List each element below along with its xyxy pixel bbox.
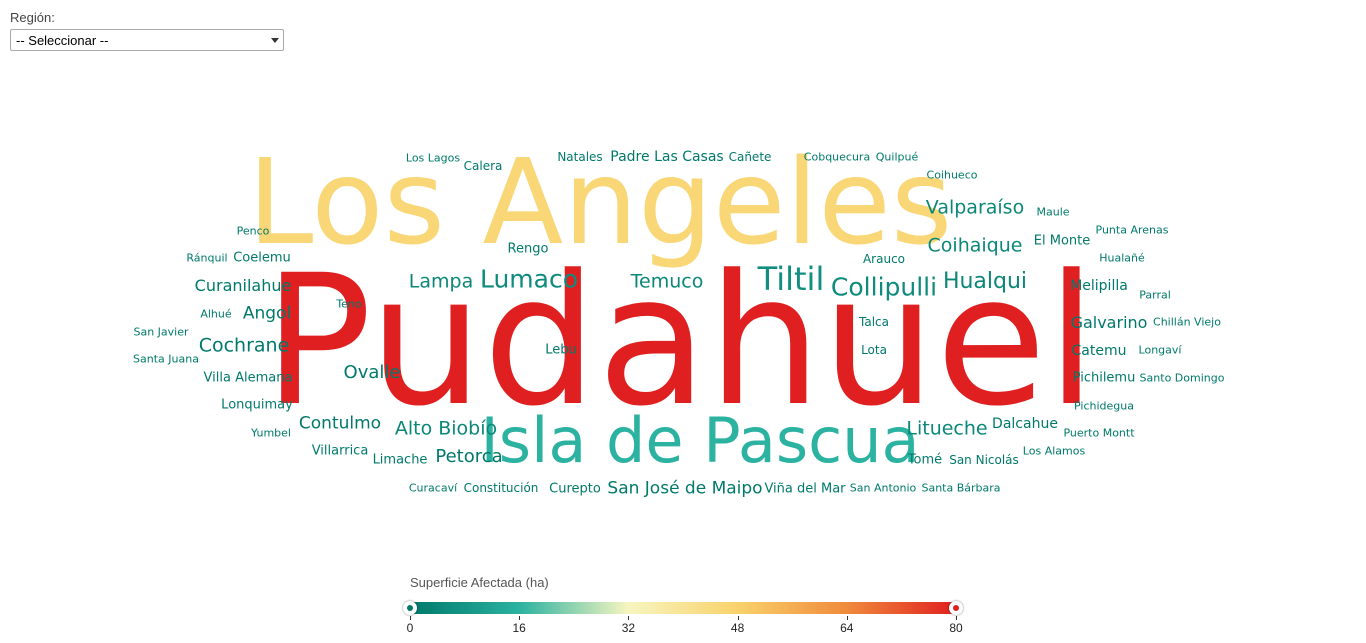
word-dalcahue[interactable]: Dalcahue bbox=[992, 416, 1058, 432]
word-isla-de-pascua[interactable]: Isla de Pascua bbox=[480, 404, 920, 477]
handle-dot-icon bbox=[953, 605, 959, 611]
word-quilpué[interactable]: Quilpué bbox=[875, 150, 919, 164]
legend-tick-mark bbox=[737, 616, 739, 620]
word-collipulli[interactable]: Collipulli bbox=[830, 272, 938, 302]
word-constitución[interactable]: Constitución bbox=[463, 481, 539, 495]
legend-title: Superficie Afectada (ha) bbox=[410, 575, 549, 590]
word-tiltil[interactable]: Tiltil bbox=[757, 260, 825, 298]
word-ovalle[interactable]: Ovalle bbox=[343, 362, 401, 383]
legend-tick-mark bbox=[519, 616, 521, 620]
legend-tick-label: 48 bbox=[730, 621, 745, 635]
word-ránquil[interactable]: Ránquil bbox=[186, 251, 228, 265]
word-coihaique[interactable]: Coihaique bbox=[927, 234, 1023, 257]
legend-tick-label: 32 bbox=[621, 621, 636, 635]
legend-handle-max[interactable] bbox=[949, 601, 963, 615]
word-padre-las-casas[interactable]: Padre Las Casas bbox=[610, 149, 724, 165]
word-san-nicolás[interactable]: San Nicolás bbox=[949, 453, 1019, 467]
word-tomé[interactable]: Tomé bbox=[907, 452, 943, 468]
word-cloud: Pudahuel Los Angeles Isla de Pascua Tiltil L… bbox=[133, 133, 1225, 499]
region-select-value: -- Seleccionar -- bbox=[16, 33, 109, 48]
handle-dot-icon bbox=[407, 605, 413, 611]
word-cobquecura[interactable]: Cobquecura bbox=[803, 150, 871, 164]
word-pichidegua[interactable]: Pichidegua bbox=[1074, 399, 1134, 413]
word-penco[interactable]: Penco bbox=[236, 224, 270, 238]
word-maule[interactable]: Maule bbox=[1036, 205, 1070, 219]
word-angol[interactable]: Angol bbox=[242, 303, 292, 324]
word-viña-del-mar[interactable]: Viña del Mar bbox=[764, 481, 846, 497]
word-curacaví[interactable]: Curacaví bbox=[408, 481, 458, 495]
word-contulmo[interactable]: Contulmo bbox=[298, 413, 382, 434]
word-san-josé-de-maipo[interactable]: San José de Maipo bbox=[607, 478, 763, 499]
word-melipilla[interactable]: Melipilla bbox=[1070, 278, 1128, 294]
word-santa-bárbara[interactable]: Santa Bárbara bbox=[921, 481, 1001, 495]
word-cañete[interactable]: Cañete bbox=[728, 150, 772, 164]
word-santa-juana[interactable]: Santa Juana bbox=[133, 352, 199, 366]
word-pudahuel[interactable]: Pudahuel bbox=[263, 237, 1097, 446]
chevron-down-icon bbox=[271, 38, 279, 43]
word-catemu[interactable]: Catemu bbox=[1071, 343, 1127, 359]
word-hualqui[interactable]: Hualqui bbox=[942, 269, 1028, 294]
word-rengo[interactable]: Rengo bbox=[507, 241, 549, 257]
word-villa-alemana[interactable]: Villa Alemana bbox=[203, 370, 293, 386]
word-alhué[interactable]: Alhué bbox=[200, 307, 232, 321]
legend-tick-label: 0 bbox=[406, 621, 414, 635]
word-calera[interactable]: Calera bbox=[463, 159, 503, 173]
word-los-lagos[interactable]: Los Lagos bbox=[405, 151, 461, 165]
word-lumaco[interactable]: Lumaco bbox=[479, 264, 579, 294]
word-puerto-montt[interactable]: Puerto Montt bbox=[1063, 426, 1135, 440]
legend-tick-mark bbox=[846, 616, 848, 620]
word-yumbel[interactable]: Yumbel bbox=[251, 426, 291, 440]
word-santo-domingo[interactable]: Santo Domingo bbox=[1139, 371, 1225, 385]
word-teno[interactable]: Teno bbox=[336, 297, 362, 311]
word-litueche[interactable]: Litueche bbox=[906, 417, 988, 440]
region-select[interactable]: -- Seleccionar -- bbox=[10, 29, 284, 51]
word-galvarino[interactable]: Galvarino bbox=[1070, 313, 1148, 332]
legend-tick-label: 64 bbox=[840, 621, 854, 635]
word-lebu[interactable]: Lebu bbox=[545, 342, 577, 358]
legend-tick-mark bbox=[628, 616, 630, 620]
word-chillán-viejo[interactable]: Chillán Viejo bbox=[1153, 315, 1221, 329]
legend-tick-mark bbox=[956, 616, 957, 620]
word-lota[interactable]: Lota bbox=[861, 343, 887, 357]
word-san-antonio[interactable]: San Antonio bbox=[849, 481, 917, 495]
word-los-alamos[interactable]: Los Alamos bbox=[1022, 444, 1086, 458]
word-limache[interactable]: Limache bbox=[372, 452, 428, 468]
word-longaví[interactable]: Longaví bbox=[1138, 343, 1182, 357]
word-talca[interactable]: Talca bbox=[859, 315, 889, 329]
legend-tick-label: 16 bbox=[512, 621, 526, 635]
word-lonquimay[interactable]: Lonquimay bbox=[221, 397, 293, 413]
word-natales[interactable]: Natales bbox=[557, 150, 603, 164]
region-label: Región: bbox=[10, 10, 55, 25]
legend-tick-label: 80 bbox=[949, 621, 963, 635]
word-villarrica[interactable]: Villarrica bbox=[311, 443, 369, 459]
word-temuco[interactable]: Temuco bbox=[630, 270, 704, 293]
word-lampa[interactable]: Lampa bbox=[408, 270, 474, 293]
word-san-javier[interactable]: San Javier bbox=[133, 325, 189, 339]
word-pichilemu[interactable]: Pichilemu bbox=[1072, 370, 1136, 386]
word-alto-biobío[interactable]: Alto Biobío bbox=[394, 417, 498, 440]
word-valparaíso[interactable]: Valparaíso bbox=[925, 196, 1025, 219]
word-cochrane[interactable]: Cochrane bbox=[198, 334, 290, 357]
legend-tick-mark bbox=[410, 616, 411, 620]
word-curanilahue[interactable]: Curanilahue bbox=[194, 276, 292, 295]
word-el-monte[interactable]: El Monte bbox=[1033, 233, 1091, 249]
word-los-angeles[interactable]: Los Angeles bbox=[247, 133, 953, 271]
word-parral[interactable]: Parral bbox=[1139, 288, 1171, 302]
word-coelemu[interactable]: Coelemu bbox=[233, 250, 291, 266]
legend-color-bar[interactable] bbox=[410, 602, 956, 614]
word-arauco[interactable]: Arauco bbox=[862, 252, 906, 266]
word-coihueco[interactable]: Coihueco bbox=[926, 168, 978, 182]
word-curepto[interactable]: Curepto bbox=[549, 481, 601, 497]
word-petorca[interactable]: Petorca bbox=[435, 446, 503, 467]
word-punta-arenas[interactable]: Punta Arenas bbox=[1095, 223, 1169, 237]
word-hualañé[interactable]: Hualañé bbox=[1099, 251, 1145, 265]
legend-handle-min[interactable] bbox=[403, 601, 417, 615]
